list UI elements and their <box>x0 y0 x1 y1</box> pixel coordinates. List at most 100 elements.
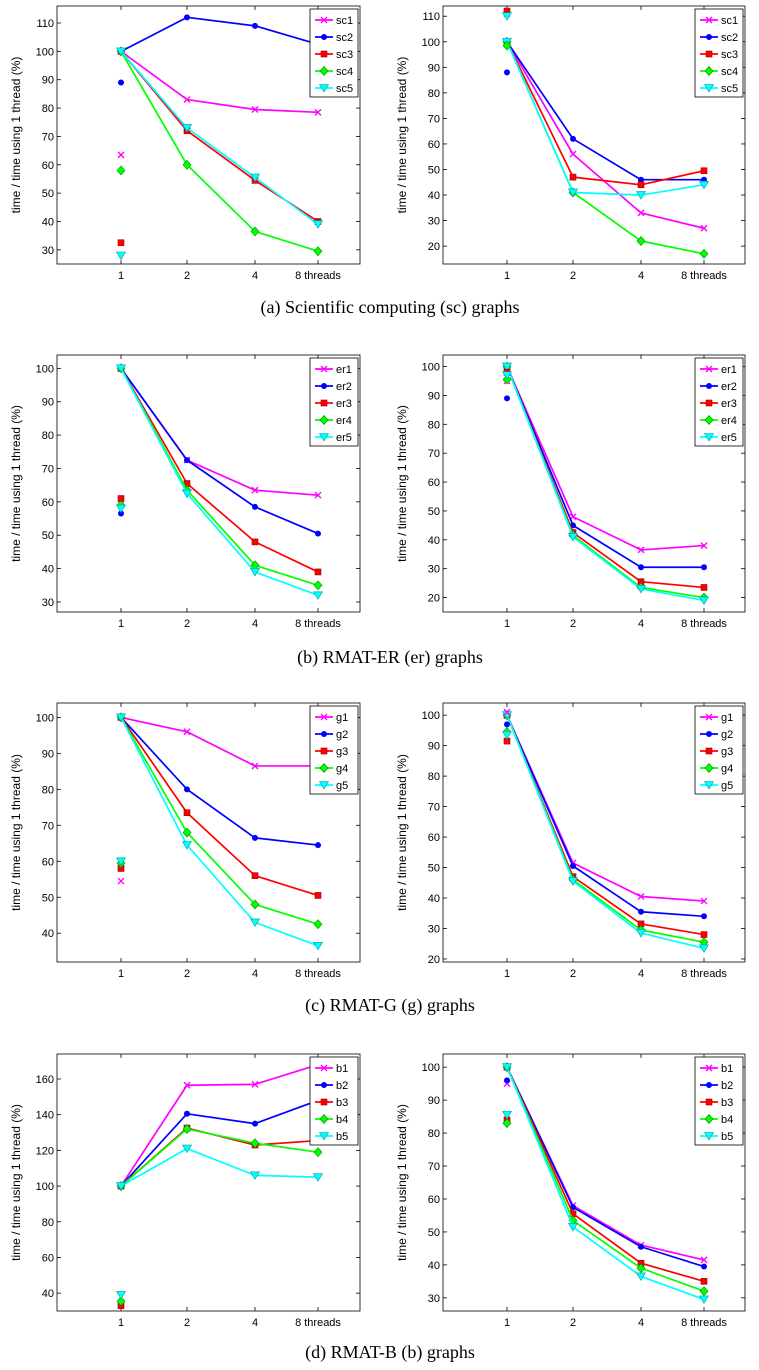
legend-label-g3: g3 <box>336 746 348 758</box>
data-point-g1 <box>700 897 708 905</box>
legend-marker-b4 <box>704 1114 714 1124</box>
data-point-sc3 <box>700 167 708 175</box>
x-tick-label: 2 <box>570 270 576 282</box>
single-point-sc4 <box>502 40 512 51</box>
x-tick-label: 1 <box>504 618 510 630</box>
data-point-sc2 <box>184 14 190 21</box>
y-tick-label: 40 <box>42 1288 54 1300</box>
data-point-g2 <box>184 786 190 793</box>
chart-a-left: 30 40 50 60 70 80 90 100 110 1 2 4 8 threads time / t… <box>9 5 361 282</box>
series-line-b1 <box>120 1063 319 1187</box>
series-line-b5 <box>506 1066 705 1301</box>
legend-label-g1: g1 <box>336 712 348 724</box>
series-line-g1 <box>506 714 705 902</box>
x-tick-label: 1 <box>118 270 124 282</box>
x-tick-label: 2 <box>184 968 190 980</box>
legend-box <box>694 357 744 447</box>
y-tick-label: 100 <box>422 1062 440 1074</box>
caption-c: (c) RMAT-G (g) graphs <box>305 995 475 1016</box>
data-point-er2 <box>638 564 644 571</box>
y-tick-label: 70 <box>42 820 54 832</box>
y-tick-label: 40 <box>428 1260 440 1272</box>
legend-marker-sc2 <box>706 34 712 40</box>
data-point-g2 <box>315 842 321 849</box>
legend-box <box>694 8 744 98</box>
plot-frame <box>56 702 361 963</box>
y-tick-label: 90 <box>42 748 54 760</box>
legend-box <box>694 705 744 795</box>
y-tick-label: 40 <box>428 190 440 202</box>
legend-marker-sc1 <box>320 16 328 24</box>
data-point-sc1 <box>637 209 645 217</box>
y-tick-label: 80 <box>42 784 54 796</box>
legend-marker-g1 <box>705 713 713 721</box>
single-point-b5 <box>501 1111 513 1120</box>
caption-d: (d) RMAT-B (b) graphs <box>305 1342 475 1363</box>
data-point-er5 <box>249 568 261 577</box>
y-tick-label: 50 <box>42 892 54 904</box>
single-point-sc1 <box>117 151 125 159</box>
data-point-b4 <box>313 1147 323 1158</box>
legend-label-sc1: sc1 <box>336 15 353 27</box>
x-tick-label: 2 <box>184 618 190 630</box>
data-point-b3 <box>700 1278 708 1285</box>
legend-label-b1: b1 <box>336 1063 348 1075</box>
legend-label-er5: er5 <box>721 432 737 444</box>
data-point-g4 <box>313 919 323 930</box>
x-tick-label: 4 <box>252 618 258 630</box>
y-axis-label: time / time using 1 thread (%) <box>9 1104 23 1261</box>
legend-label-er3: er3 <box>336 398 352 410</box>
legend-label-g4: g4 <box>721 763 733 775</box>
y-tick-label: 70 <box>42 131 54 143</box>
y-tick-label: 120 <box>36 1145 54 1157</box>
legend-marker-g5 <box>703 781 715 790</box>
single-point-g1 <box>117 877 125 885</box>
legend-marker-sc2 <box>321 34 327 40</box>
legend-box <box>309 357 359 447</box>
legend-marker-b2 <box>321 1082 327 1088</box>
data-point-b1 <box>700 1256 708 1264</box>
legend-label-b3: b3 <box>721 1097 733 1109</box>
data-point-er5 <box>312 591 324 600</box>
plot-frame <box>442 5 746 265</box>
data-point-g1 <box>637 892 645 900</box>
y-tick-label: 50 <box>42 530 54 542</box>
single-point-g5 <box>501 731 513 740</box>
chart-b-left: 30 40 50 60 70 80 90 100 1 2 4 8 threads time / time… <box>9 354 361 630</box>
legend-marker-b4 <box>319 1114 329 1124</box>
series-line-b2 <box>120 1099 319 1187</box>
series-line-g4 <box>506 714 705 944</box>
legend-marker-g4 <box>704 763 714 773</box>
series-line-er2 <box>120 367 319 535</box>
series-line-sc2 <box>120 16 319 53</box>
data-point-er2 <box>252 503 258 510</box>
data-point-g1 <box>251 762 259 770</box>
y-tick-label: 80 <box>42 430 54 442</box>
legend-marker-b2 <box>706 1082 712 1088</box>
series-line-g3 <box>120 716 319 897</box>
series-line-er2 <box>506 366 704 569</box>
series-line-g1 <box>120 716 318 767</box>
data-point-er5 <box>181 489 193 499</box>
data-point-sc1 <box>700 224 708 232</box>
data-point-sc5 <box>567 188 579 198</box>
data-point-sc2 <box>570 135 576 142</box>
y-tick-label: 70 <box>42 463 54 475</box>
legend-label-g1: g1 <box>721 712 733 724</box>
series-line-sc3 <box>506 41 705 186</box>
series-line-sc4 <box>506 41 705 255</box>
data-point-sc4 <box>250 226 260 237</box>
data-point-sc5 <box>312 220 324 229</box>
x-tick-label: 8 threads <box>295 270 341 282</box>
y-tick-label: 60 <box>42 1252 54 1264</box>
x-tick-label: 2 <box>570 1317 576 1329</box>
data-point-b5 <box>312 1173 324 1182</box>
data-point-sc5 <box>249 173 261 183</box>
x-tick-label: 8 threads <box>681 270 727 282</box>
y-tick-label: 30 <box>42 245 54 257</box>
series-line-sc2 <box>506 41 704 181</box>
x-tick-label: 1 <box>504 1317 510 1329</box>
legend-label-sc3: sc3 <box>336 49 353 61</box>
legend-label-g2: g2 <box>721 729 733 741</box>
data-point-g5 <box>567 877 579 886</box>
